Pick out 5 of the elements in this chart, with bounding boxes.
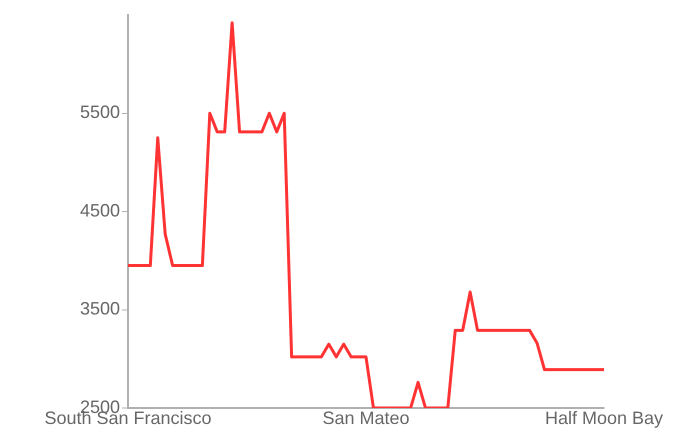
y-tick-label: 5500 <box>80 102 120 122</box>
x-tick-label: Half Moon Bay <box>544 408 664 428</box>
y-tick-label: 3500 <box>80 298 120 319</box>
y-tick-label: 4500 <box>80 200 120 220</box>
x-tick-label: San Mateo <box>322 408 410 428</box>
